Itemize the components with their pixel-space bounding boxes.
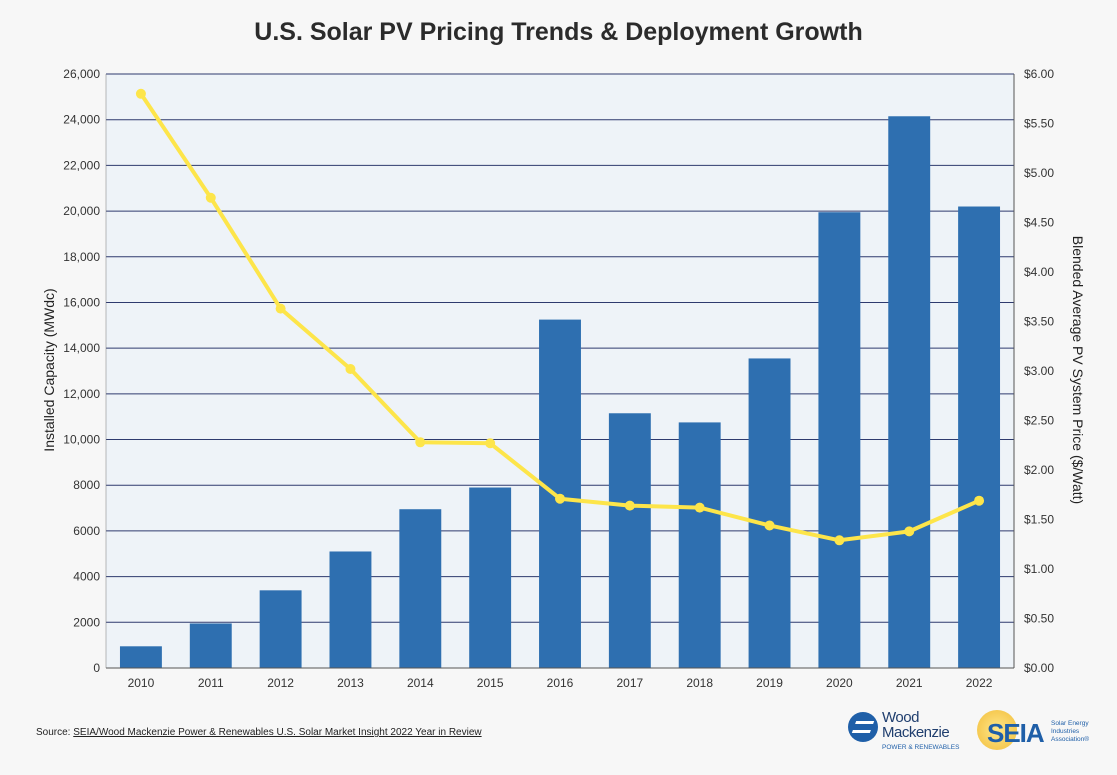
axes: 0 2000 4000 6000 8000 10,000 12,000 14,000 16,00… — [63, 67, 1054, 690]
y-left-tick-label: 22,000 — [63, 158, 100, 172]
bar — [748, 358, 791, 668]
y-left-tick-label: 14,000 — [63, 341, 100, 355]
price-point — [764, 520, 775, 531]
price-point — [415, 437, 426, 448]
y-left-tick-label: 0 — [93, 661, 100, 675]
y-left-tick-label: 8000 — [73, 478, 100, 492]
y-right-tick-label: $5.00 — [1024, 166, 1054, 180]
y-right-tick-label: $3.50 — [1024, 315, 1054, 329]
y-axis-right-title: Blended Average PV System Price ($/Watt) — [1070, 236, 1086, 504]
seia-logo: SEIA Solar Energy Industries Association… — [975, 708, 1095, 758]
y-right-tick-label: $1.50 — [1024, 513, 1054, 527]
source-prefix: Source: — [36, 727, 74, 738]
seia-wordmark: SEIA — [987, 718, 1045, 748]
price-point — [205, 192, 216, 203]
y-right-tick-label: $4.50 — [1024, 216, 1054, 230]
x-tick-label: 2016 — [547, 676, 574, 690]
price-point — [345, 364, 356, 375]
x-tick-label: 2020 — [826, 676, 853, 690]
y-left-tick-label: 10,000 — [63, 433, 100, 447]
chart-title: U.S. Solar PV Pricing Trends & Deploymen… — [254, 18, 863, 46]
line-series — [135, 88, 985, 546]
price-point — [135, 88, 146, 99]
y-right-tick-label: $0.00 — [1024, 661, 1054, 675]
price-point — [694, 502, 705, 513]
y-right-tick-label: $2.50 — [1024, 414, 1054, 428]
x-tick-label: 2014 — [407, 676, 434, 690]
price-point — [974, 495, 985, 506]
y-left-tick-label: 26,000 — [63, 67, 100, 81]
y-left-tick-label: 2000 — [73, 615, 100, 629]
bar — [399, 509, 442, 668]
bar — [678, 422, 721, 668]
y-left-tick-label: 12,000 — [63, 387, 100, 401]
sun-icon — [977, 710, 1017, 750]
bar — [608, 413, 651, 668]
y-left-tick-label: 20,000 — [63, 204, 100, 218]
source-note: Source: SEIA/Wood Mackenzie Power & Rene… — [36, 727, 482, 738]
wood-mackenzie-mark-icon — [848, 712, 878, 742]
y-right-tick-label: $5.50 — [1024, 117, 1054, 131]
x-tick-label: 2013 — [337, 676, 364, 690]
x-tick-label: 2019 — [756, 676, 783, 690]
y-right-tick-label: $4.00 — [1024, 265, 1054, 279]
y-left-tick-label: 18,000 — [63, 250, 100, 264]
price-point — [275, 303, 286, 314]
y-right-tick-label: $3.00 — [1024, 364, 1054, 378]
wood-mackenzie-logo: Wood Mackenzie POWER & RENEWABLES — [848, 708, 966, 756]
x-tick-label: 2015 — [477, 676, 504, 690]
x-tick-label: 2022 — [966, 676, 993, 690]
bar — [329, 551, 372, 668]
y-right-tick-label: $2.00 — [1024, 463, 1054, 477]
y-axis-left-title: Installed Capacity (MWdc) — [41, 288, 57, 451]
x-tick-label: 2012 — [267, 676, 294, 690]
x-tick-label: 2011 — [198, 676, 224, 690]
seia-subline: Solar Energy Industries Association® — [1051, 720, 1090, 743]
y-right-tick-label: $6.00 — [1024, 67, 1054, 81]
price-point — [555, 493, 565, 504]
price-point — [904, 526, 915, 537]
bar — [189, 623, 232, 668]
price-point — [624, 500, 635, 511]
x-tick-label: 2017 — [616, 676, 643, 690]
y-left-tick-label: 6000 — [73, 524, 100, 538]
y-left-tick-label: 24,000 — [63, 113, 100, 127]
y-left-tick-label: 16,000 — [63, 295, 100, 309]
bar — [958, 206, 1001, 668]
price-point — [834, 535, 845, 546]
x-tick-label: 2010 — [128, 676, 155, 690]
x-tick-label: 2018 — [686, 676, 713, 690]
x-tick-label: 2021 — [896, 676, 923, 690]
price-point — [485, 438, 496, 449]
bar — [818, 212, 861, 668]
wood-mackenzie-wordmark: Wood Mackenzie — [882, 709, 950, 741]
wood-mackenzie-subline: POWER & RENEWABLES — [882, 744, 960, 751]
bar — [469, 487, 512, 668]
bar-series — [119, 116, 1001, 668]
bar — [119, 646, 162, 668]
source-link[interactable]: SEIA/Wood Mackenzie Power & Renewables U… — [73, 727, 482, 738]
bar — [259, 590, 302, 668]
y-right-tick-label: $1.00 — [1024, 562, 1054, 576]
y-left-tick-label: 4000 — [73, 570, 100, 584]
y-right-tick-label: $0.50 — [1024, 612, 1054, 626]
bar — [888, 116, 931, 668]
